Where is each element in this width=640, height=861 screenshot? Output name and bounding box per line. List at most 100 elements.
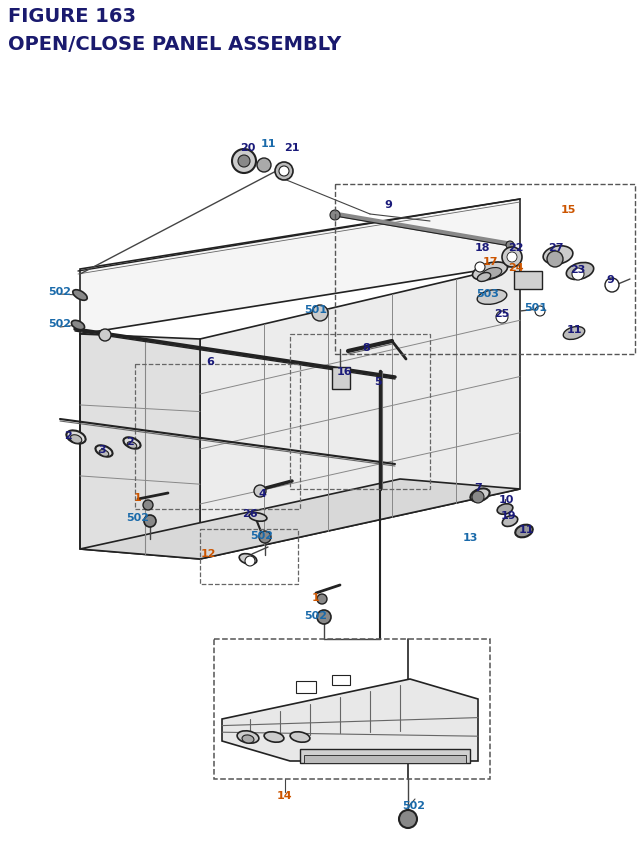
- Text: 27: 27: [548, 243, 564, 253]
- Text: 21: 21: [284, 143, 300, 152]
- Text: 502: 502: [403, 800, 426, 810]
- Text: 22: 22: [508, 243, 524, 253]
- Ellipse shape: [237, 731, 259, 743]
- Bar: [296, 681, 316, 693]
- Text: FIGURE 163: FIGURE 163: [8, 7, 136, 26]
- Text: 502: 502: [305, 610, 328, 620]
- Text: 2: 2: [64, 430, 72, 441]
- Ellipse shape: [566, 263, 594, 280]
- Ellipse shape: [477, 290, 507, 305]
- Circle shape: [502, 248, 522, 268]
- Circle shape: [605, 279, 619, 293]
- Polygon shape: [80, 480, 520, 560]
- Bar: [332, 675, 350, 685]
- Circle shape: [496, 312, 508, 324]
- Ellipse shape: [242, 735, 254, 743]
- Circle shape: [317, 594, 327, 604]
- Ellipse shape: [124, 437, 141, 449]
- Circle shape: [506, 242, 514, 250]
- Text: 502: 502: [250, 530, 273, 541]
- Text: 26: 26: [242, 508, 258, 518]
- Circle shape: [254, 486, 266, 498]
- Ellipse shape: [99, 450, 109, 457]
- Ellipse shape: [290, 732, 310, 742]
- Text: 12: 12: [200, 548, 216, 558]
- Text: 7: 7: [474, 482, 482, 492]
- Text: 14: 14: [276, 790, 292, 800]
- Text: 19: 19: [500, 511, 516, 520]
- Text: 25: 25: [494, 308, 509, 319]
- Text: 8: 8: [362, 343, 370, 353]
- Ellipse shape: [543, 246, 573, 265]
- Text: 13: 13: [462, 532, 477, 542]
- Ellipse shape: [249, 513, 267, 522]
- Circle shape: [143, 500, 153, 511]
- Text: 4: 4: [258, 488, 266, 499]
- Ellipse shape: [483, 269, 502, 279]
- Ellipse shape: [472, 263, 508, 281]
- Text: 503: 503: [477, 288, 499, 299]
- Text: 23: 23: [570, 264, 586, 275]
- Text: 15: 15: [560, 205, 576, 214]
- Ellipse shape: [70, 435, 82, 443]
- Circle shape: [257, 158, 271, 173]
- Polygon shape: [200, 264, 520, 560]
- Text: 10: 10: [499, 494, 514, 505]
- Text: 1: 1: [134, 492, 142, 503]
- Ellipse shape: [72, 321, 84, 331]
- Ellipse shape: [497, 505, 513, 515]
- Text: 3: 3: [98, 444, 106, 455]
- Polygon shape: [222, 679, 478, 761]
- Text: 502: 502: [49, 287, 72, 297]
- Ellipse shape: [127, 443, 137, 449]
- Circle shape: [547, 251, 563, 268]
- Ellipse shape: [502, 516, 518, 527]
- Ellipse shape: [239, 554, 257, 565]
- Circle shape: [232, 150, 256, 174]
- Text: 6: 6: [206, 356, 214, 367]
- Circle shape: [279, 167, 289, 177]
- Bar: [304, 755, 466, 763]
- Ellipse shape: [563, 327, 585, 340]
- Polygon shape: [80, 335, 200, 560]
- Text: 9: 9: [384, 200, 392, 210]
- Text: 16: 16: [336, 367, 352, 376]
- Text: 24: 24: [508, 263, 524, 273]
- Ellipse shape: [477, 273, 491, 282]
- Bar: [300, 749, 470, 763]
- Circle shape: [472, 492, 484, 504]
- Circle shape: [535, 307, 545, 317]
- Ellipse shape: [264, 732, 284, 742]
- Circle shape: [99, 330, 111, 342]
- Circle shape: [245, 556, 255, 567]
- Text: 11: 11: [566, 325, 582, 335]
- Bar: [332, 368, 350, 389]
- Text: 501: 501: [305, 305, 328, 314]
- Circle shape: [399, 810, 417, 828]
- Ellipse shape: [67, 430, 86, 444]
- Ellipse shape: [470, 489, 490, 502]
- Circle shape: [259, 531, 271, 543]
- Bar: [514, 272, 542, 289]
- Text: OPEN/CLOSE PANEL ASSEMBLY: OPEN/CLOSE PANEL ASSEMBLY: [8, 35, 341, 54]
- Text: 20: 20: [240, 143, 256, 152]
- Circle shape: [317, 610, 331, 624]
- Text: 11: 11: [518, 524, 534, 535]
- Text: 1: 1: [312, 592, 320, 603]
- Circle shape: [475, 263, 485, 273]
- Circle shape: [238, 156, 250, 168]
- Circle shape: [507, 253, 517, 263]
- Circle shape: [312, 306, 328, 322]
- Text: 502: 502: [127, 512, 150, 523]
- Text: 501: 501: [525, 303, 547, 313]
- Polygon shape: [80, 200, 520, 335]
- Circle shape: [275, 163, 293, 181]
- Circle shape: [572, 269, 584, 281]
- Text: 18: 18: [474, 243, 490, 253]
- Text: 2: 2: [126, 437, 134, 447]
- Ellipse shape: [73, 290, 87, 301]
- Text: 9: 9: [606, 275, 614, 285]
- Ellipse shape: [95, 446, 113, 457]
- Text: 17: 17: [483, 257, 498, 267]
- Text: 11: 11: [260, 139, 276, 149]
